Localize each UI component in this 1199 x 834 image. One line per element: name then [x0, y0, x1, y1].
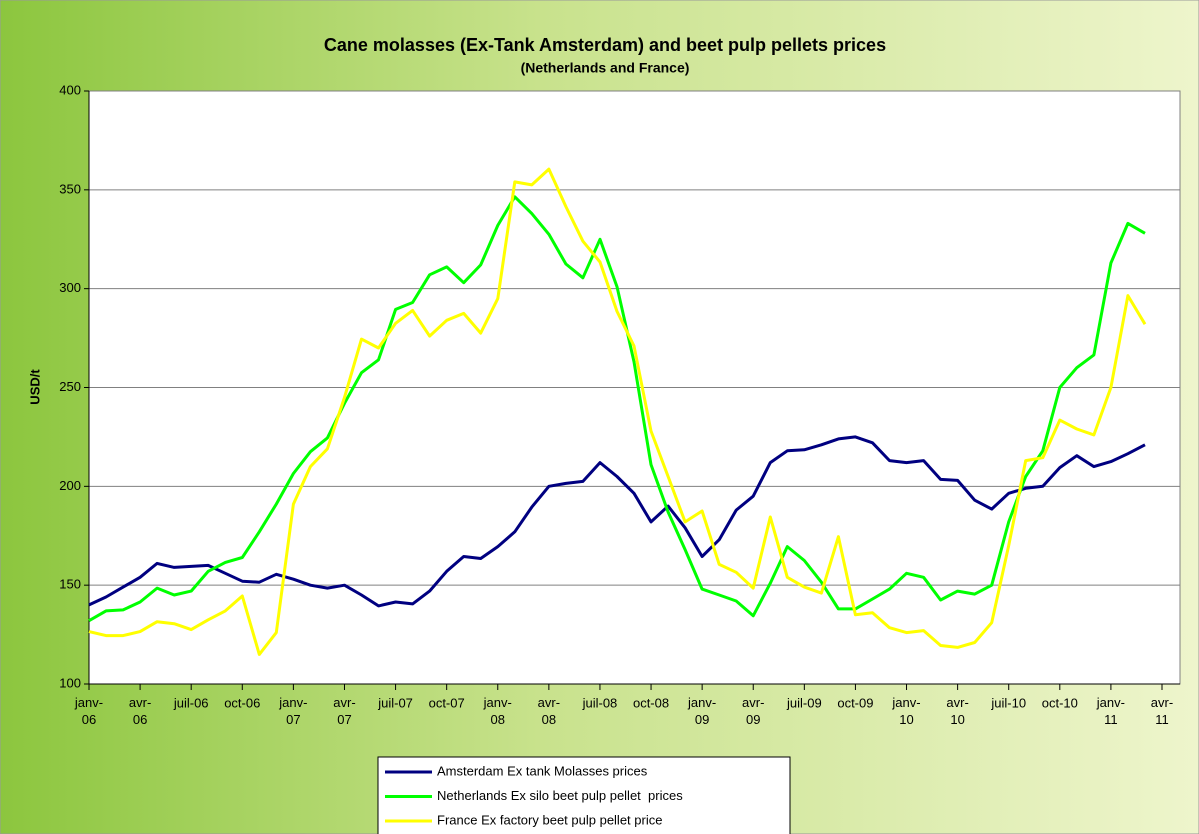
- series-line: [88, 195, 1146, 622]
- x-tick-label: juil-10: [990, 695, 1026, 710]
- y-tick-label: 150: [59, 577, 81, 592]
- legend: [377, 756, 791, 834]
- x-tick-label: juil-08: [582, 695, 618, 710]
- legend-label: Netherlands Ex silo beet pulp pellet pri…: [437, 788, 683, 803]
- x-tick-label: avr-06: [129, 695, 151, 727]
- y-tick-label: 350: [59, 181, 81, 196]
- x-tick-label: janv-06: [74, 695, 103, 727]
- x-tick-label: juil-09: [786, 695, 822, 710]
- x-tick-label: janv-11: [1096, 695, 1125, 727]
- x-tick-label: janv-10: [891, 695, 920, 727]
- x-tick-label: janv-08: [483, 695, 512, 727]
- x-tick-label: janv-07: [278, 695, 307, 727]
- x-tick-label: oct-08: [633, 695, 669, 710]
- x-tick-label: avr-07: [333, 695, 355, 727]
- x-tick-label: avr-08: [538, 695, 560, 727]
- y-tick-label: 400: [59, 82, 81, 97]
- chart-subtitle: (Netherlands and France): [521, 60, 690, 76]
- x-tick-label: avr-10: [946, 695, 968, 727]
- x-tick-label: oct-06: [224, 695, 260, 710]
- legend-label: France Ex factory beet pulp pellet price: [437, 812, 662, 827]
- y-tick-label: 250: [59, 379, 81, 394]
- chart-title: Cane molasses (Ex-Tank Amsterdam) and be…: [324, 35, 886, 55]
- y-tick-label: 200: [59, 478, 81, 493]
- series-line: [88, 435, 1146, 608]
- x-tick-label: juil-06: [173, 695, 209, 710]
- x-tick-label: oct-07: [429, 695, 465, 710]
- y-tick-label: 300: [59, 280, 81, 295]
- x-tick-label: janv-09: [687, 695, 716, 727]
- y-tick-label: 100: [59, 675, 81, 690]
- y-axis-label: USD/t: [27, 369, 42, 405]
- x-tick-label: oct-10: [1042, 695, 1078, 710]
- x-tick-label: oct-09: [837, 695, 873, 710]
- x-tick-label: avr-11: [1151, 695, 1173, 727]
- series-line: [88, 167, 1147, 656]
- x-tick-label: juil-07: [377, 695, 413, 710]
- legend-label: Amsterdam Ex tank Molasses prices: [437, 763, 648, 778]
- x-tick-label: avr-09: [742, 695, 764, 727]
